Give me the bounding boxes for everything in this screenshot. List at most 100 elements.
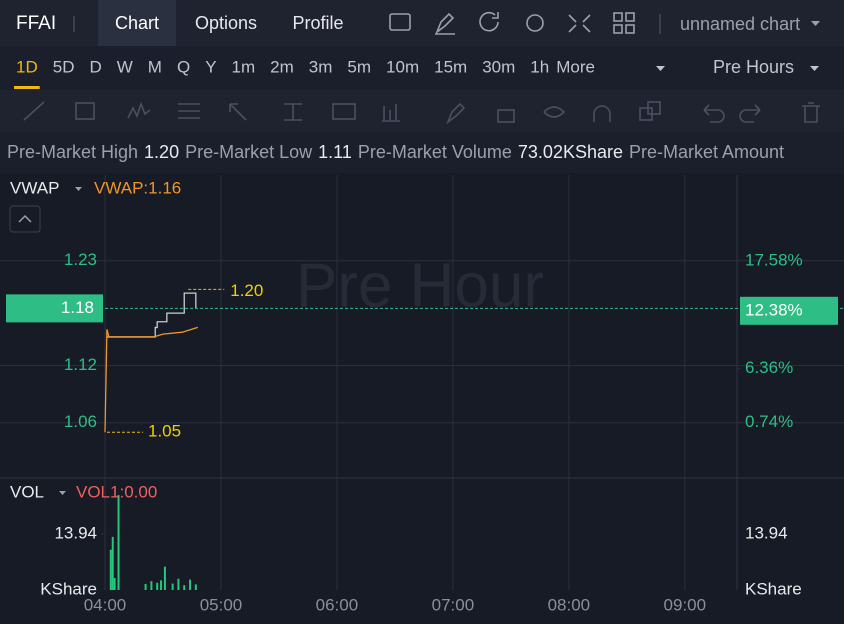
interval[interactable]: 1h: [530, 57, 549, 76]
icon[interactable]: [23, 101, 45, 121]
plot: 04:00 05:00 06:00 07:00 08:00 09:00 Pre Hour 1.…: [0, 175, 844, 614]
y-tick-label: 1.06: [64, 412, 97, 431]
volume-bar: [156, 582, 159, 590]
icon[interactable]: [479, 11, 499, 32]
icon[interactable]: [543, 106, 566, 118]
symbol: FFAI: [16, 13, 56, 34]
icon[interactable]: [127, 101, 151, 119]
vwap-line: [104, 326, 198, 433]
interval[interactable]: Q: [177, 57, 190, 76]
y-tick-label: 13.94: [54, 523, 97, 542]
icon[interactable]: [332, 103, 356, 120]
x-tick-label: 07:00: [432, 595, 475, 614]
dropdown-arrow: [656, 66, 665, 71]
y2-tick-label: 6.36%: [745, 358, 793, 377]
icon[interactable]: [284, 103, 302, 121]
interval[interactable]: 2m: [270, 57, 294, 76]
info-value: 73.02KShare: [518, 142, 623, 162]
info-bar: Pre-Market High 1.20 Pre-Market Low 1.11 Pre…: [7, 142, 784, 162]
y2-tick-label: 13.94: [745, 523, 788, 542]
icon[interactable]: [739, 104, 761, 123]
info-label: Pre-Market Amount: [629, 142, 784, 162]
icon[interactable]: [568, 14, 591, 33]
current-price-label: 1.18: [61, 298, 94, 317]
volume-bar: [160, 580, 163, 590]
volume-bar: [113, 577, 116, 590]
volume-bar: [150, 581, 153, 590]
icon[interactable]: [593, 105, 611, 122]
drawing-icons: [23, 101, 820, 125]
legend-name: VOL: [10, 482, 44, 501]
icon[interactable]: [526, 14, 544, 32]
info-label: Pre-Market Volume: [358, 142, 512, 162]
icon[interactable]: [389, 13, 411, 31]
x-tick-label: 08:00: [548, 595, 591, 614]
price-line: [106, 292, 197, 338]
interval[interactable]: 10m: [386, 57, 419, 76]
icon[interactable]: [497, 109, 515, 123]
icon[interactable]: [382, 104, 400, 122]
volume-bar: [171, 583, 174, 590]
icon[interactable]: [613, 12, 623, 22]
icon[interactable]: [446, 102, 466, 125]
volume-bar: [177, 578, 180, 590]
legend-arrow: [59, 491, 66, 495]
more[interactable]: More: [556, 57, 595, 76]
icon[interactable]: [75, 102, 95, 120]
icon[interactable]: [229, 103, 247, 121]
tab[interactable]: Chart: [115, 13, 159, 33]
tab[interactable]: Profile: [292, 13, 343, 33]
dropdown-arrow: [810, 66, 819, 71]
session[interactable]: Pre Hours: [713, 57, 794, 77]
interval-bar: [0, 46, 844, 90]
chart-name[interactable]: unnamed chart: [680, 14, 800, 34]
interval[interactable]: 15m: [434, 57, 467, 76]
icon[interactable]: [802, 102, 820, 123]
high-label: 1.20: [230, 281, 263, 300]
x-tick-label: 04:00: [84, 595, 127, 614]
watermark: Pre Hour: [296, 251, 544, 320]
interval[interactable]: 5m: [347, 57, 371, 76]
interval[interactable]: 30m: [482, 57, 515, 76]
interval[interactable]: Y: [205, 57, 216, 76]
unit-label: KShare: [40, 579, 97, 598]
volume-bar: [183, 585, 186, 590]
collapse-icon: [18, 214, 32, 223]
current-price-box: [6, 294, 103, 323]
interval[interactable]: 3m: [309, 57, 333, 76]
unit-label: KShare: [745, 579, 802, 598]
legend-arrow: [75, 187, 82, 191]
y-tick-label: 1.12: [64, 355, 97, 374]
legend-name: VWAP: [10, 178, 59, 197]
volume-bar: [117, 495, 120, 590]
interval[interactable]: 1D: [16, 57, 38, 76]
interval[interactable]: D: [89, 57, 101, 76]
legend-value: VWAP:1.16: [94, 178, 181, 197]
y2-tick-label: 0.74%: [745, 412, 793, 431]
volume-bar: [109, 549, 112, 590]
tab[interactable]: Options: [195, 13, 257, 33]
chart-area: [0, 173, 844, 624]
info-value: 1.11: [318, 142, 352, 162]
icon[interactable]: [703, 104, 725, 123]
icon[interactable]: [435, 12, 455, 35]
volume-bar: [194, 584, 197, 590]
info-value: 1.20: [144, 142, 179, 162]
x-tick-label: 09:00: [664, 595, 707, 614]
intervals: 1D 5D D W M Q Y 1m 2m 3m 5m 10m 15m 30m 1h More: [14, 57, 595, 89]
interval[interactable]: 5D: [53, 57, 75, 76]
drawing-toolbar: [0, 90, 844, 132]
dropdown-arrow: [811, 21, 820, 26]
interval[interactable]: M: [148, 57, 162, 76]
y-tick-label: 1.23: [64, 250, 97, 269]
icon[interactable]: [178, 103, 200, 119]
interval[interactable]: 1m: [232, 57, 256, 76]
info-label: Pre-Market Low: [185, 142, 313, 162]
active-underline: [14, 86, 40, 89]
y2-tick-label: 17.58%: [745, 250, 803, 269]
collapse-button[interactable]: [9, 205, 41, 233]
interval[interactable]: W: [117, 57, 133, 76]
current-change-label: 12.38%: [745, 300, 803, 319]
header-icons: [389, 11, 635, 35]
